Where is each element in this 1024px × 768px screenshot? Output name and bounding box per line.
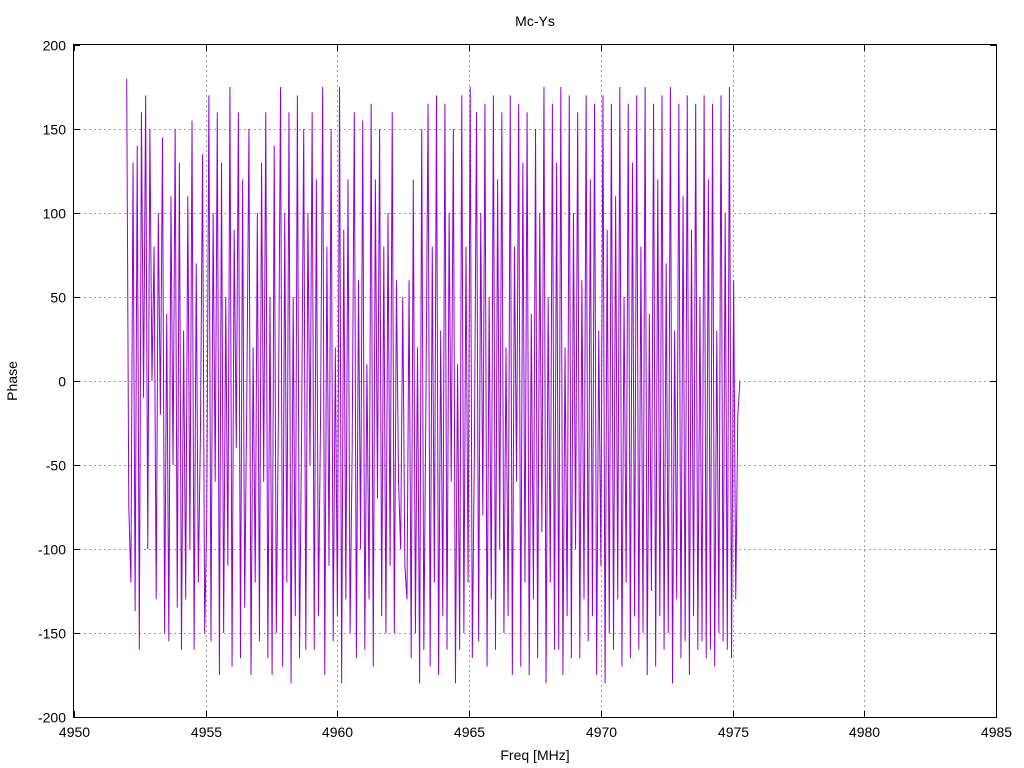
y-tick-label: -100 <box>38 542 66 558</box>
y-tick-label: 150 <box>43 122 67 138</box>
y-tick-label: 200 <box>43 38 67 54</box>
x-tick-label: 4965 <box>454 724 485 740</box>
y-tick-label: -200 <box>38 710 66 726</box>
y-tick-label: 100 <box>43 206 67 222</box>
y-tick-label: 0 <box>58 374 66 390</box>
y-axis-title: Phase <box>4 361 20 401</box>
chart-title: Mc-Ys <box>515 13 555 29</box>
y-tick-label: 50 <box>50 290 66 306</box>
x-tick-label: 4960 <box>322 724 353 740</box>
x-tick-label: 4975 <box>718 724 749 740</box>
data-layer <box>126 78 741 684</box>
phase-series-line <box>126 78 741 684</box>
x-axis-title: Freq [MHz] <box>500 747 569 763</box>
x-tick-label: 4985 <box>981 724 1012 740</box>
x-tick-label: 4970 <box>586 724 617 740</box>
plot-frame <box>73 44 997 718</box>
x-tick-label: 4980 <box>849 724 880 740</box>
x-tick-label: 4955 <box>191 724 222 740</box>
y-tick-label: -50 <box>46 458 66 474</box>
tick-labels: 4950 4955 4960 4965 4970 4975 4980 4985 -200 -150… <box>38 38 1012 741</box>
y-tick-label: -150 <box>38 626 66 642</box>
x-tick-label: 4950 <box>59 724 90 740</box>
